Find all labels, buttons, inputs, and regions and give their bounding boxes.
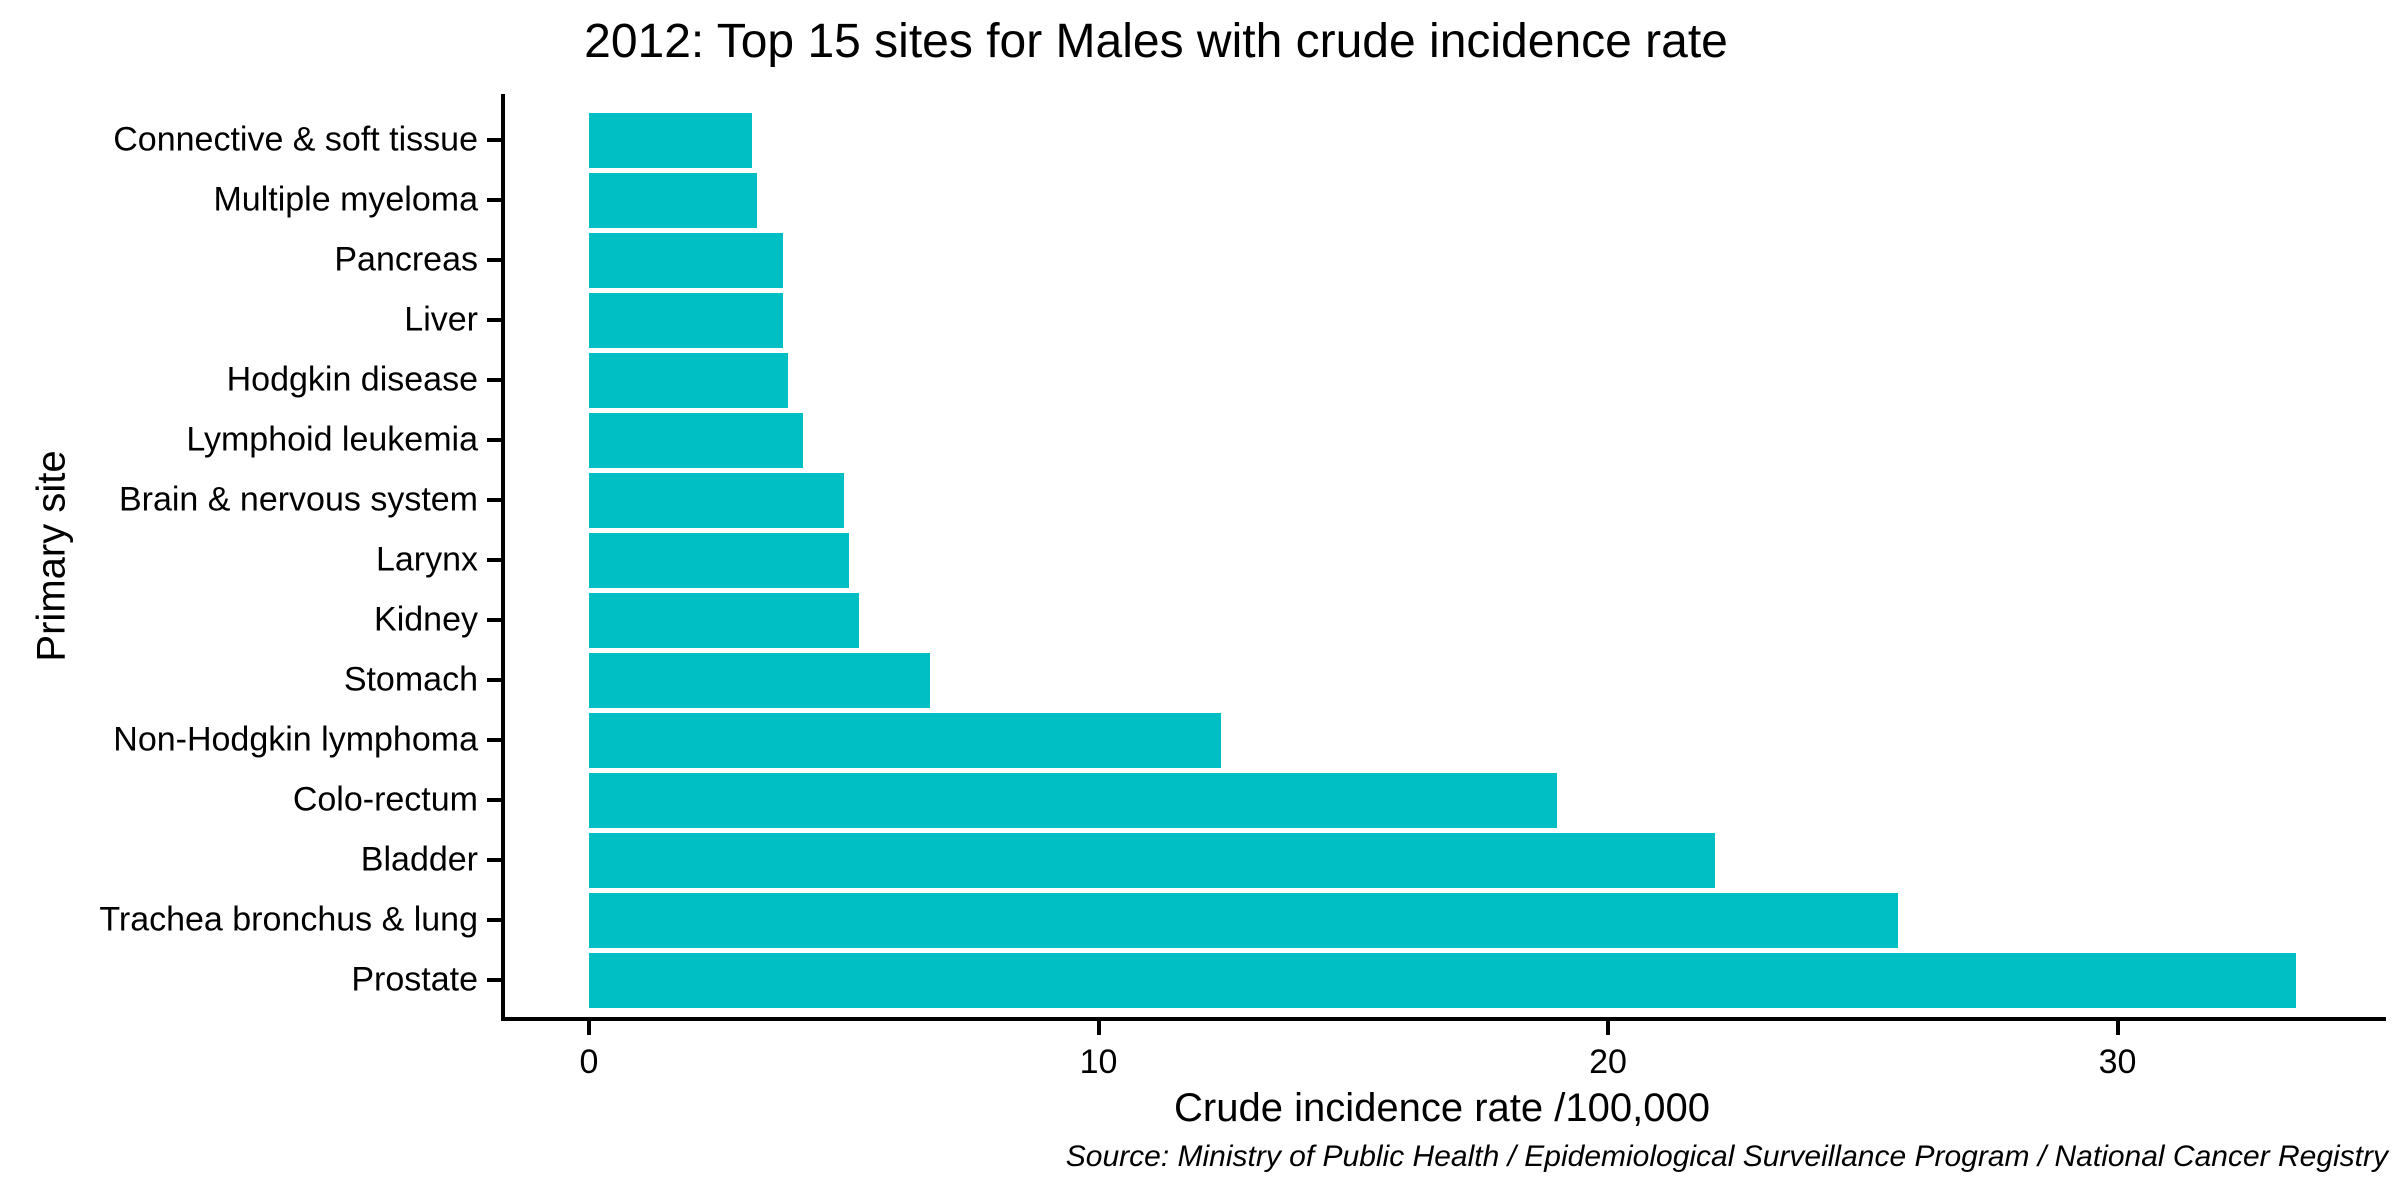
- x-tick-label-20: 20: [1589, 1043, 1627, 1081]
- y-axis-tick: [487, 438, 501, 442]
- y-axis-tick: [487, 618, 501, 622]
- category-label-hodgkin-disease: Hodgkin disease: [226, 360, 478, 399]
- category-label-colo-rectum: Colo-rectum: [292, 780, 478, 819]
- x-tick-label-0: 0: [579, 1043, 599, 1081]
- x-axis-tick: [1096, 1021, 1101, 1035]
- bar-bladder: [589, 832, 1715, 888]
- bar-prostate: [589, 952, 2296, 1008]
- x-axis-tick: [2115, 1021, 2120, 1035]
- y-axis-tick: [487, 258, 501, 262]
- y-axis-tick: [487, 498, 501, 502]
- bar-kidney: [589, 592, 859, 648]
- y-axis-tick: [487, 678, 501, 682]
- bar-colo-rectum: [589, 772, 1558, 828]
- bar-non-hodgkin-lymphoma: [589, 712, 1221, 768]
- category-label-pancreas: Pancreas: [334, 240, 478, 279]
- source-note: Source: Ministry of Public Health / Epid…: [1065, 1140, 2388, 1173]
- category-label-connective-soft-tissue: Connective & soft tissue: [113, 120, 478, 159]
- bar-stomach: [589, 652, 931, 708]
- bar-multiple-myeloma: [589, 172, 758, 228]
- y-axis-tick: [487, 738, 501, 742]
- category-label-lymphoid-leukemia: Lymphoid leukemia: [186, 420, 478, 459]
- y-axis-tick: [487, 138, 501, 142]
- category-label-brain-nervous-system: Brain & nervous system: [118, 480, 478, 519]
- bar-brain-nervous-system: [589, 472, 844, 528]
- y-axis-tick: [487, 558, 501, 562]
- bar-larynx: [589, 532, 849, 588]
- category-label-liver: Liver: [404, 300, 478, 339]
- y-axis-tick: [487, 798, 501, 802]
- category-label-trachea-bronchus-lung: Trachea bronchus & lung: [99, 900, 478, 939]
- category-label-bladder: Bladder: [360, 840, 478, 879]
- category-label-kidney: Kidney: [374, 600, 478, 639]
- y-axis-tick: [487, 858, 501, 862]
- bar-connective-soft-tissue: [589, 112, 752, 168]
- y-axis-tick: [487, 918, 501, 922]
- category-label-non-hodgkin-lymphoma: Non-Hodgkin lymphoma: [113, 720, 478, 759]
- x-tick-label-10: 10: [1079, 1043, 1118, 1081]
- category-label-larynx: Larynx: [375, 540, 478, 579]
- bar-pancreas: [589, 232, 783, 288]
- x-axis-title: Crude incidence rate /100,000: [1174, 1086, 1710, 1130]
- x-axis-tick: [587, 1021, 591, 1035]
- x-tick-label-30: 30: [2098, 1043, 2137, 1081]
- y-axis-title: Primary site: [29, 450, 74, 662]
- bar-hodgkin-disease: [589, 352, 788, 408]
- bar-trachea-bronchus-lung: [589, 892, 1899, 948]
- bar-liver: [589, 292, 783, 348]
- bar-lymphoid-leukemia: [589, 412, 803, 468]
- y-axis-tick: [487, 318, 501, 322]
- y-axis-tick: [487, 978, 501, 982]
- category-label-prostate: Prostate: [351, 960, 478, 999]
- category-label-multiple-myeloma: Multiple myeloma: [213, 180, 478, 219]
- x-axis-tick: [1606, 1021, 1610, 1035]
- y-axis-tick: [487, 378, 501, 382]
- y-axis-line: [501, 94, 505, 1021]
- x-axis-line: [501, 1017, 2386, 1021]
- category-label-stomach: Stomach: [343, 660, 478, 699]
- y-axis-tick: [487, 198, 501, 202]
- chart-title: 2012: Top 15 sites for Males with crude …: [584, 15, 1728, 68]
